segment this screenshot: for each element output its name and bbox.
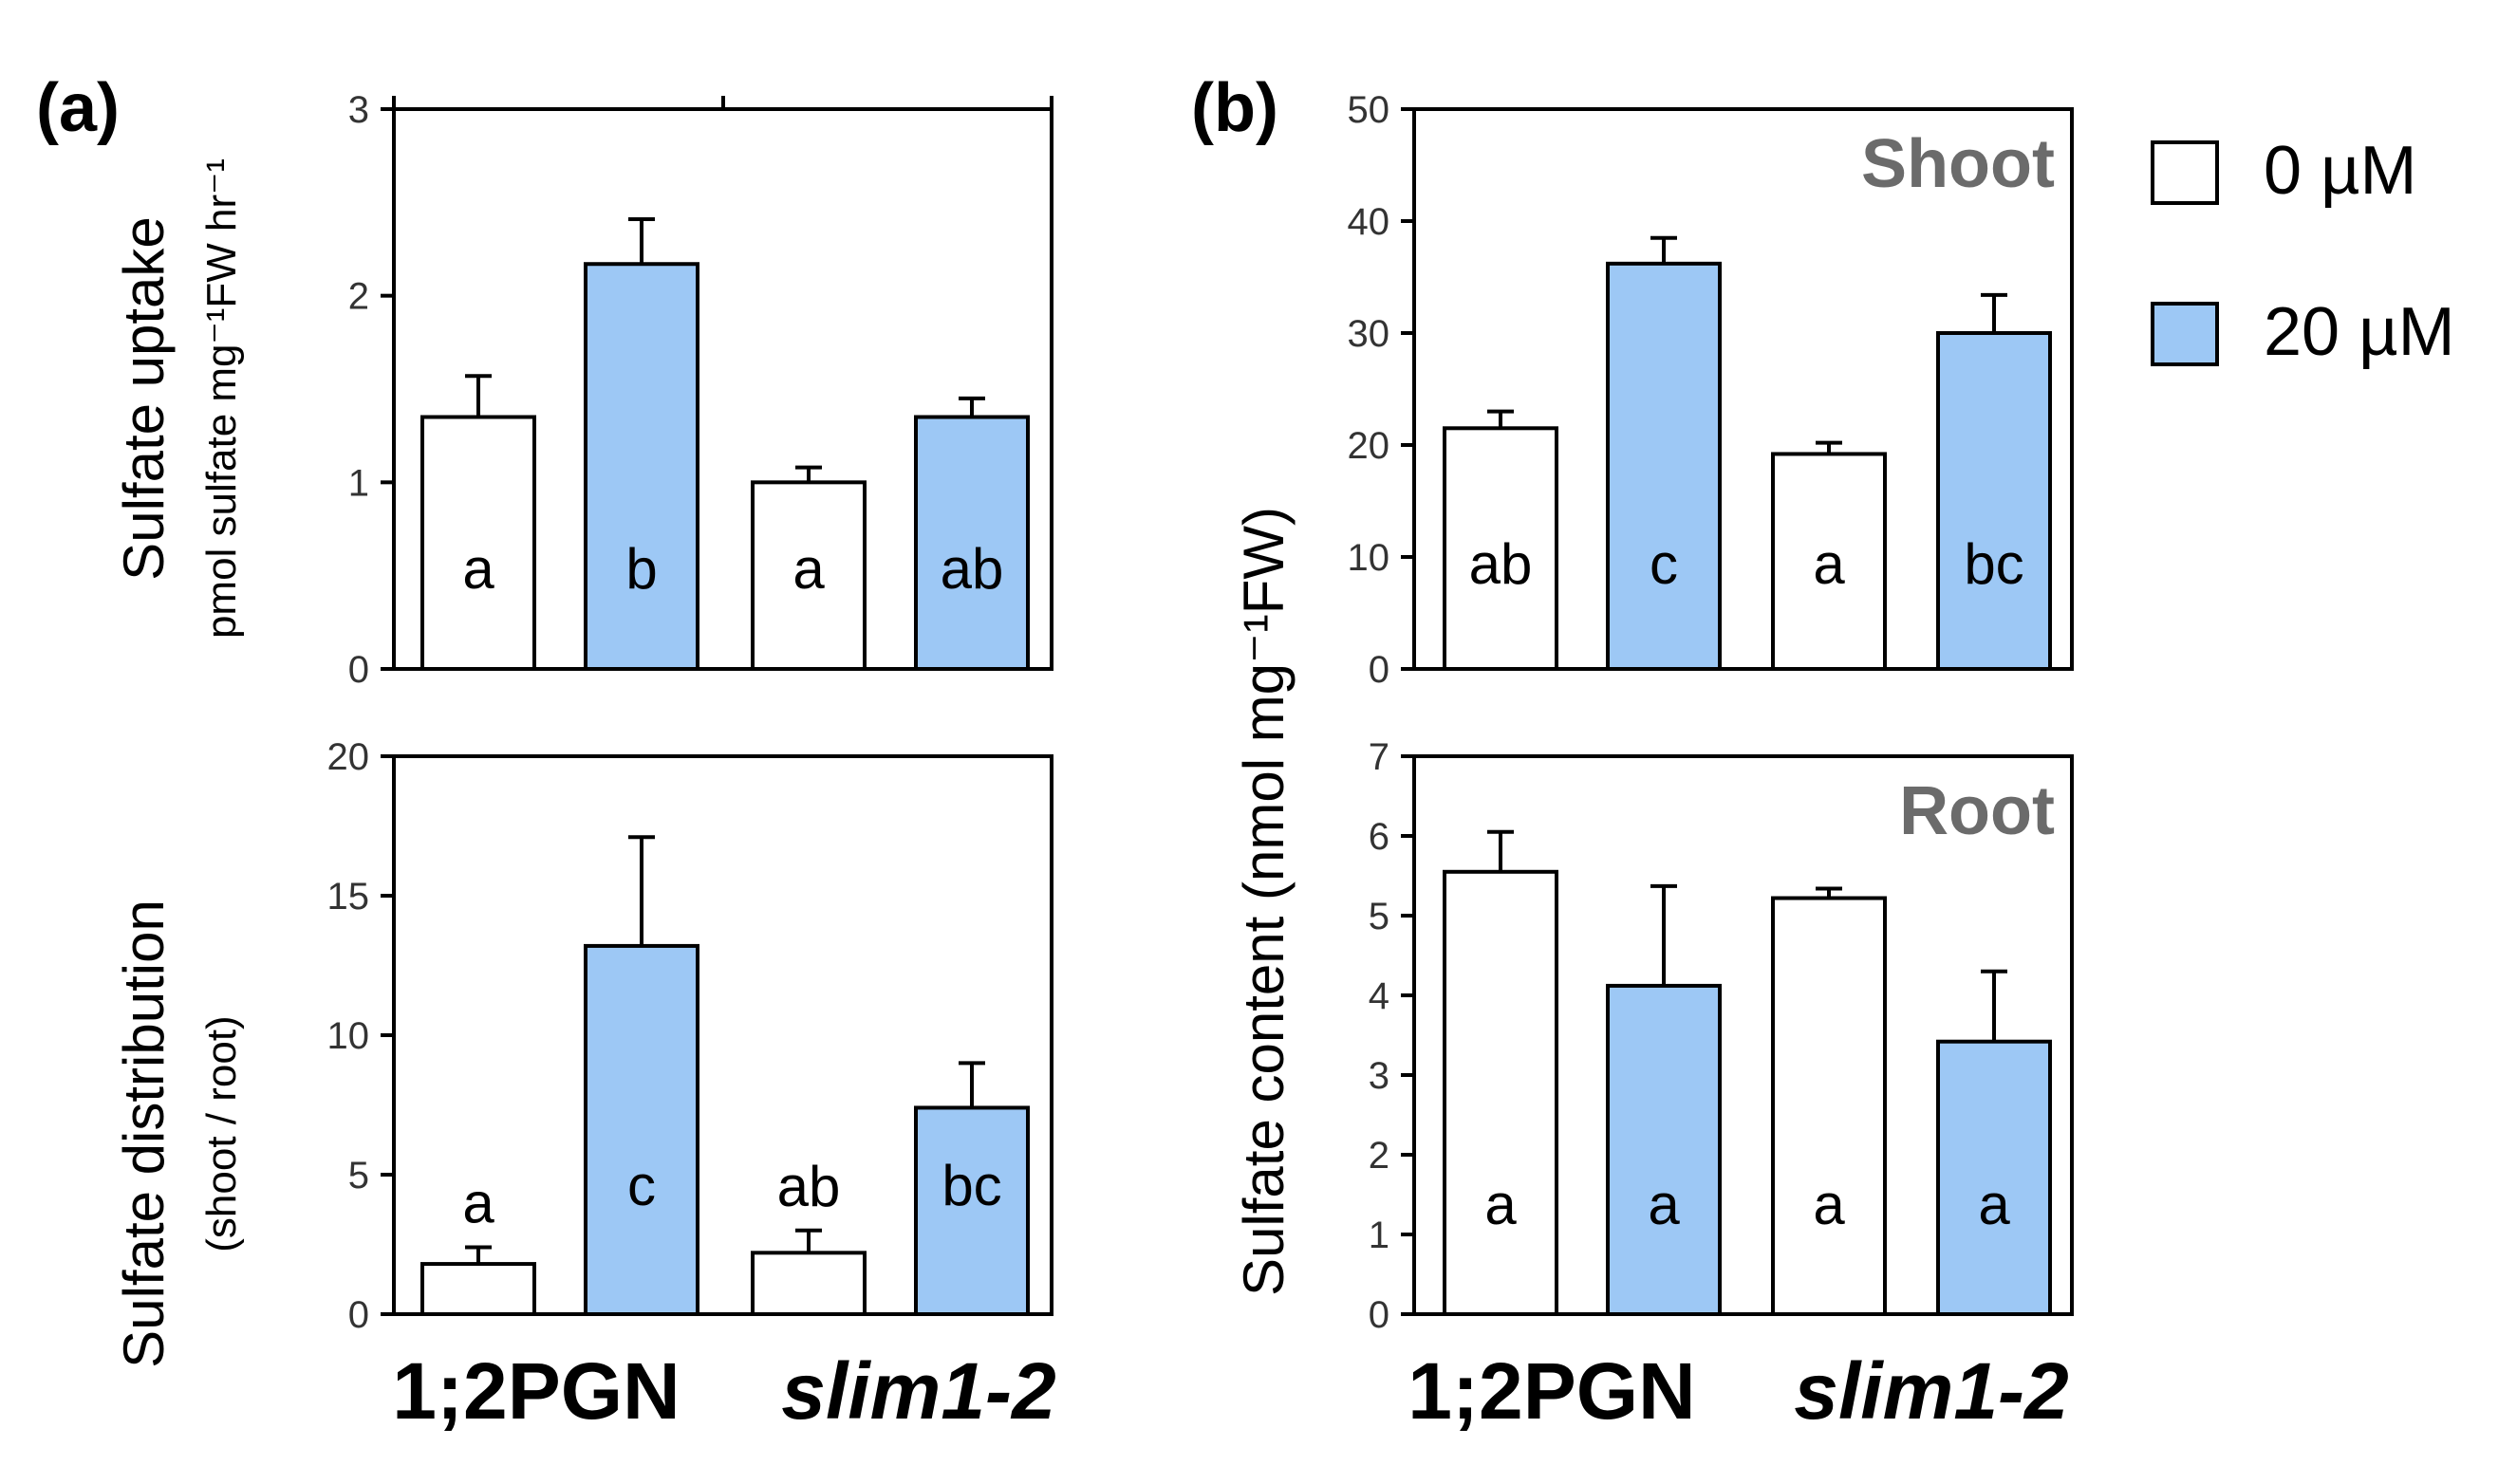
y-tick-label: 5 bbox=[1369, 896, 1389, 937]
y-tick-label: 7 bbox=[1369, 736, 1389, 778]
bar-20uM-slim bbox=[914, 415, 1030, 671]
ylabel-a-bottom-sub: (shoot / root) bbox=[198, 1015, 245, 1252]
subplot-tag-shoot: Shoot bbox=[1861, 126, 2055, 202]
bar-20uM-pgn bbox=[584, 262, 699, 671]
ylabel-a-top-main: Sulfate uptake bbox=[112, 216, 176, 581]
y-tick-label: 0 bbox=[1369, 1294, 1389, 1336]
significance-letter: a bbox=[1648, 1173, 1680, 1236]
chart-a-bottom: 0 5 10 15 20 a c ab bc bbox=[327, 736, 1053, 1336]
significance-letter: bc bbox=[1964, 532, 2023, 596]
y-tick-label: 10 bbox=[327, 1015, 370, 1057]
y-tick-label: 2 bbox=[1369, 1135, 1389, 1177]
panel-label-b: (b) bbox=[1191, 70, 1278, 146]
y-tick-label: 3 bbox=[348, 89, 369, 131]
bar-0uM-slim bbox=[751, 480, 867, 672]
plot-frame bbox=[1412, 754, 2074, 1316]
bar-0uM-slim bbox=[751, 1251, 867, 1316]
bar-20uM-pgn bbox=[1606, 983, 1722, 1317]
significance-letter: c bbox=[627, 1154, 656, 1217]
y-tick-label: 30 bbox=[1348, 313, 1390, 355]
significance-letter: a bbox=[462, 537, 494, 601]
y-tick-label: 2 bbox=[348, 276, 369, 318]
significance-letter: bc bbox=[942, 1154, 1001, 1217]
significance-letter: a bbox=[1484, 1173, 1517, 1236]
significance-letter: ab bbox=[777, 1155, 841, 1218]
y-tick-label: 40 bbox=[1348, 201, 1390, 243]
bar-0uM-slim bbox=[1771, 452, 1887, 671]
bar-20uM-pgn bbox=[1606, 261, 1722, 671]
y-tick-label: 4 bbox=[1369, 975, 1389, 1017]
y-tick-label: 5 bbox=[348, 1155, 369, 1196]
y-tick-label: 0 bbox=[348, 649, 369, 691]
legend-swatch-20uM bbox=[2151, 302, 2219, 366]
y-tick-label: 20 bbox=[327, 736, 370, 778]
significance-letter: a bbox=[792, 537, 825, 601]
static-layer: (a) (b) Sulfate distribution (shoot / ro… bbox=[36, 70, 2455, 1436]
bar-20uM-pgn bbox=[584, 943, 699, 1316]
ylabel-b-shared: Sulfate content (nmol mg⁻¹FW) bbox=[1232, 507, 1296, 1296]
significance-letter: ab bbox=[941, 537, 1004, 601]
y-tick-label: 0 bbox=[348, 1294, 369, 1336]
bar-20uM-slim bbox=[914, 1105, 1030, 1316]
bar-0uM-slim bbox=[1771, 896, 1887, 1317]
bar-0uM-pgn bbox=[1443, 426, 1558, 671]
group-label-a-2: slim1-2 bbox=[781, 1346, 1056, 1436]
ylabel-a-top-sub: pmol sulfate mg⁻¹FW hr⁻¹ bbox=[198, 158, 245, 639]
panel-label-a: (a) bbox=[36, 70, 120, 146]
legend-label-20uM: 20 µM bbox=[2264, 294, 2455, 370]
y-tick-label: 1 bbox=[348, 462, 369, 504]
y-tick-label: 3 bbox=[1369, 1055, 1389, 1097]
y-tick-label: 15 bbox=[327, 876, 370, 918]
significance-letter: b bbox=[625, 537, 657, 601]
bar-0uM-pgn bbox=[420, 1262, 536, 1316]
y-tick-label: 50 bbox=[1348, 89, 1390, 131]
bar-0uM-pgn bbox=[1443, 869, 1558, 1316]
ylabel-a-bottom-main: Sulfate distribution bbox=[112, 900, 176, 1368]
bar-20uM-slim bbox=[1936, 331, 2052, 671]
group-label-b-1: 1;2PGN bbox=[1408, 1346, 1695, 1436]
significance-letter: a bbox=[1813, 532, 1845, 596]
significance-letter: ab bbox=[1469, 532, 1533, 596]
bar-0uM-pgn bbox=[420, 415, 536, 671]
legend-swatch-0uM bbox=[2151, 140, 2219, 205]
significance-letter: a bbox=[462, 1171, 494, 1234]
chart-b-bottom: 0 1 2 3 4 5 6 7 a a a a Root bbox=[1369, 736, 2074, 1336]
y-tick-label: 1 bbox=[1369, 1215, 1389, 1256]
legend-label-0uM: 0 µM bbox=[2264, 133, 2417, 209]
y-tick-label: 6 bbox=[1369, 816, 1389, 858]
y-tick-label: 20 bbox=[1348, 425, 1390, 467]
significance-letter: c bbox=[1650, 532, 1678, 596]
subplot-tag-root: Root bbox=[1899, 773, 2055, 849]
y-tick-label: 10 bbox=[1348, 537, 1390, 579]
significance-letter: a bbox=[1978, 1173, 2010, 1236]
significance-letter: a bbox=[1813, 1173, 1845, 1236]
y-tick-label: 0 bbox=[1369, 649, 1389, 691]
group-label-a-1: 1;2PGN bbox=[392, 1346, 680, 1436]
plot-frame bbox=[1412, 107, 2074, 671]
group-label-b-2: slim1-2 bbox=[1794, 1346, 2069, 1436]
bar-20uM-slim bbox=[1936, 1039, 2052, 1316]
